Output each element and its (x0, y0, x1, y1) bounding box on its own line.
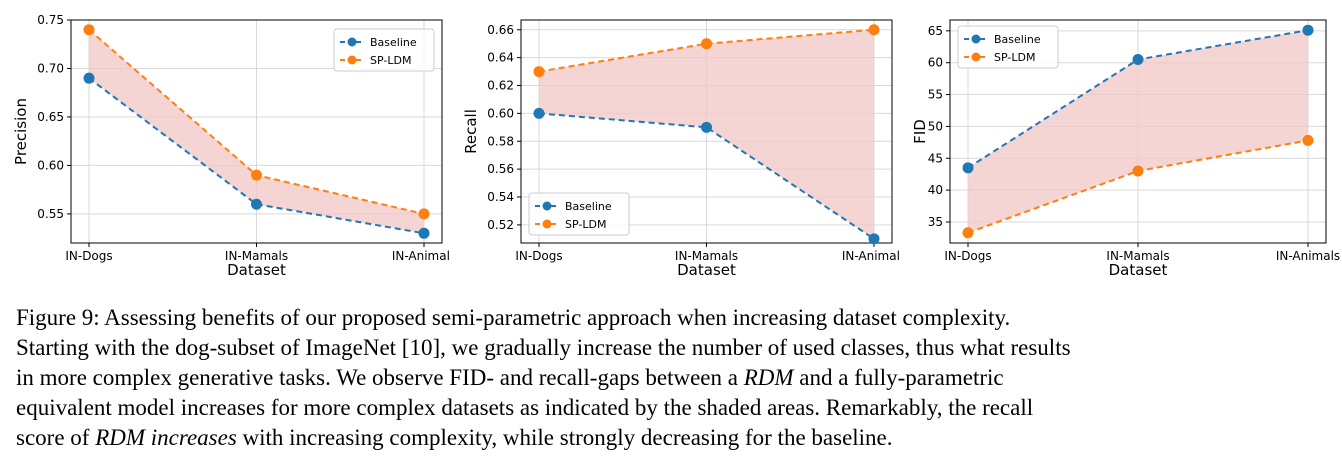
data-point-baseline (1132, 54, 1144, 66)
caption-text: score of (16, 425, 96, 450)
data-point-baseline (701, 121, 712, 133)
data-point-baseline (1302, 24, 1314, 36)
legend-marker (542, 201, 552, 211)
legend: Baseline SP-LDM (528, 192, 630, 236)
data-point-sp-ldm (1132, 165, 1144, 177)
y-tick-label: 60 (928, 56, 943, 70)
legend: Baseline SP-LDM (333, 28, 435, 72)
data-point-sp-ldm (868, 24, 880, 36)
y-tick-label: 45 (928, 151, 943, 165)
data-point-sp-ldm (1302, 134, 1314, 146)
figure-charts: 0.55 0.60 0.65 0.70 0.75 IN-Dogs IN-Mamals IN-A… (12, 13, 1340, 279)
legend-marker (347, 55, 357, 65)
y-tick-label: 0.64 (487, 51, 514, 65)
legend: Baseline SP-LDM (957, 25, 1059, 69)
y-axis-label: Precision (12, 98, 30, 165)
y-tick-label: 65 (928, 24, 943, 38)
legend-marker (971, 52, 981, 62)
caption-line-3: in more complex generative tasks. We obs… (16, 363, 1328, 393)
x-tick-label: IN-Mamals (225, 249, 288, 263)
shaded-gap-area (968, 30, 1308, 233)
y-tick-label: 0.55 (37, 207, 64, 221)
data-point-baseline (418, 227, 430, 239)
caption-line-5: score of RDM increases with increasing c… (16, 423, 1328, 453)
y-tick-label: 50 (928, 119, 943, 133)
x-tick-label: IN-Dogs (515, 249, 562, 263)
y-tick-label: 0.62 (487, 79, 514, 93)
x-tick-label: IN-Animals (1276, 249, 1340, 263)
data-point-baseline (251, 198, 262, 210)
caption-emphasis: RDM (743, 365, 794, 390)
caption-line-1: Figure 9: Assessing benefits of our prop… (16, 305, 1011, 330)
caption-text: and a fully-parametric (793, 365, 1004, 390)
y-tick-label: 0.75 (37, 13, 64, 27)
y-tick-label: 0.60 (487, 106, 514, 120)
y-tick-label: 0.60 (37, 158, 64, 172)
legend-label: SP-LDM (370, 54, 411, 67)
y-tick-label: 35 (928, 215, 943, 229)
shaded-gap-area (539, 29, 874, 239)
data-point-sp-ldm (533, 66, 545, 78)
caption-text: in more complex generative tasks. We obs… (16, 365, 744, 390)
data-point-sp-ldm (251, 169, 262, 181)
legend-label: Baseline (565, 200, 612, 213)
data-point-baseline (868, 233, 880, 245)
legend-label: Baseline (994, 33, 1041, 46)
legend-marker (347, 37, 357, 47)
legend-marker (971, 34, 981, 44)
caption-line-2: Starting with the dog-subset of ImageNet… (16, 335, 1071, 360)
data-point-sp-ldm (962, 227, 974, 239)
x-axis-label: Dataset (227, 261, 286, 279)
shaded-gap-area (89, 29, 424, 234)
caption-line-4: equivalent model increases for more comp… (16, 395, 1034, 420)
y-tick-label: 0.52 (487, 218, 514, 232)
series-line-baseline (538, 112, 875, 240)
data-point-sp-ldm (418, 208, 430, 220)
legend-label: Baseline (370, 36, 417, 49)
y-axis-label: Recall (462, 109, 480, 154)
data-point-baseline (83, 72, 95, 84)
series-line-baseline (88, 77, 425, 235)
x-tick-label: IN-Mamals (1106, 249, 1169, 263)
legend-marker (542, 219, 552, 229)
y-tick-label: 0.66 (487, 23, 514, 37)
data-point-baseline (962, 162, 974, 174)
data-point-baseline (533, 107, 545, 119)
series-line-sp-ldm (538, 28, 875, 73)
caption-emphasis: RDM increases (95, 425, 237, 450)
x-axis-label: Dataset (677, 261, 736, 279)
y-axis-label: FID (911, 119, 929, 144)
x-tick-label: IN-Mamals (675, 249, 738, 263)
y-tick-label: 0.56 (487, 162, 514, 176)
y-tick-label: 55 (928, 88, 943, 102)
x-tick-label: IN-Dogs (65, 249, 112, 263)
x-tick-label: IN-Dogs (944, 249, 991, 263)
y-tick-label: 40 (928, 183, 943, 197)
y-tick-label: 0.65 (37, 110, 64, 124)
figure-caption: Figure 9: Assessing benefits of our prop… (16, 303, 1328, 453)
x-tick-label: IN-Animals (392, 249, 450, 263)
chart-fid: 35 40 45 50 55 60 65 IN-Dogs IN-Mamals IN-Animals… (911, 19, 1340, 279)
y-tick-label: 0.70 (37, 61, 64, 75)
y-tick-label: 0.58 (487, 134, 514, 148)
caption-text: with increasing complexity, while strong… (236, 425, 893, 450)
chart-recall: 0.52 0.54 0.56 0.58 0.60 0.62 0.64 0.66 IN-Dogs I… (462, 19, 900, 279)
y-tick-label: 0.54 (487, 190, 514, 204)
x-axis-label: Dataset (1109, 261, 1168, 279)
data-point-sp-ldm (83, 24, 95, 36)
x-tick-label: IN-Animals (842, 249, 900, 263)
legend-label: SP-LDM (565, 218, 606, 231)
data-point-sp-ldm (701, 38, 712, 50)
legend-label: SP-LDM (994, 51, 1035, 64)
chart-precision: 0.55 0.60 0.65 0.70 0.75 IN-Dogs IN-Mamals IN-A… (12, 13, 450, 279)
